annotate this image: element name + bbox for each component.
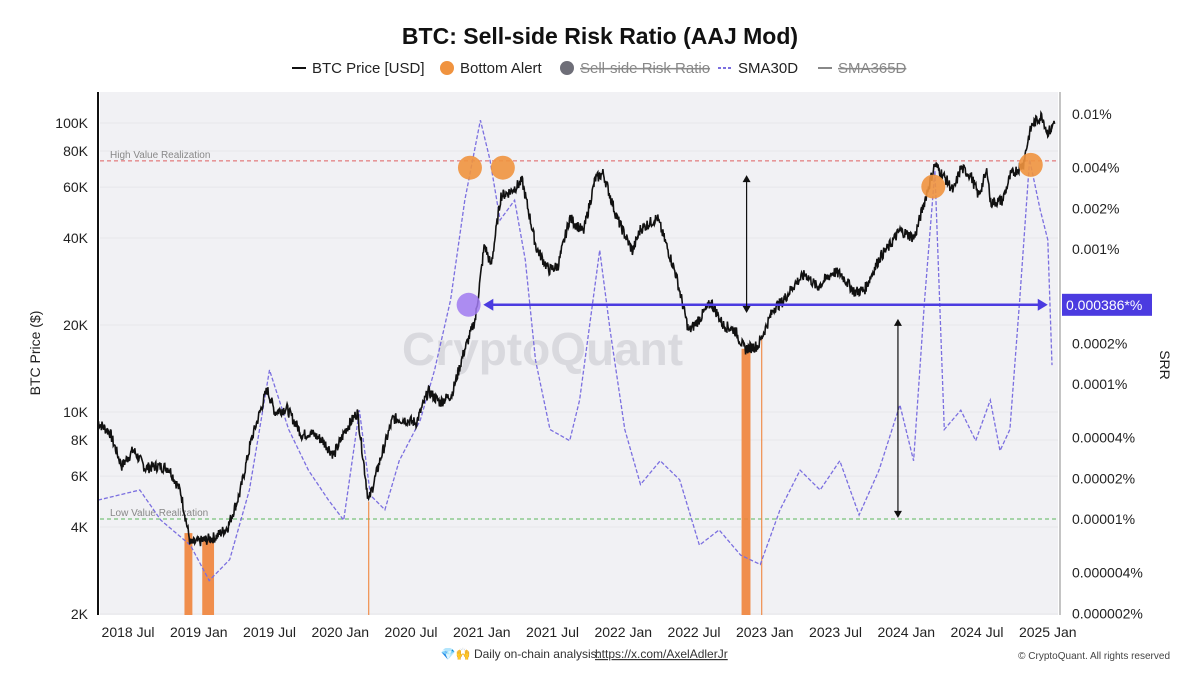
y-right-tick: 0.0001% (1072, 376, 1127, 392)
range-arrow-head (742, 175, 751, 183)
current-level-badge (1062, 293, 1152, 316)
legend-item-label: Sell-side Risk Ratio (580, 60, 710, 77)
y-right-tick: 0.004% (1072, 160, 1119, 176)
bottom-alert-marker (921, 174, 946, 199)
x-tick: 2024 Jan (877, 624, 935, 640)
legend-item-label: Bottom Alert (460, 60, 543, 77)
y-right-tick: 0.002% (1072, 200, 1119, 216)
high-value-label: High Value Realization (110, 150, 210, 161)
x-tick: 2023 Jan (736, 624, 794, 640)
x-tick: 2019 Jul (243, 624, 296, 640)
y-left-tick: 2K (71, 606, 89, 622)
x-tick: 2019 Jan (170, 624, 228, 640)
range-arrow-head (742, 306, 751, 314)
y-left-tick: 60K (63, 179, 89, 195)
bottom-alert-marker (1018, 152, 1043, 177)
low-value-label: Low Value Realization (110, 508, 208, 519)
bottom-alert-bar (741, 348, 751, 615)
legend-marker-circle (440, 61, 454, 75)
y-right-label: SRR (1157, 350, 1173, 380)
bottom-alert-bar (202, 539, 215, 615)
y-left-tick: 100K (55, 115, 88, 131)
y-left-tick: 10K (63, 404, 89, 420)
bottom-alert-marker (457, 155, 482, 180)
y-right-tick: 0.000002% (1072, 605, 1143, 621)
arrow-head-left (483, 298, 494, 311)
footer-emoji: 💎🙌 (441, 647, 471, 661)
x-tick: 2020 Jan (311, 624, 369, 640)
chart-marks: High Value Realization Low Value Realizat… (97, 110, 1152, 615)
current-level-marker (456, 292, 481, 317)
x-tick: 2024 Jul (951, 624, 1004, 640)
footer-text: 💎🙌 Daily on-chain analysis: (441, 647, 600, 661)
x-tick: 2021 Jan (453, 624, 511, 640)
bottom-alert-bar (368, 501, 370, 615)
axes: 100K 80K 60K 40K 20K 10K 8K 6K 4K 2K 0.01% 0.004% 0.… (55, 106, 1143, 640)
y-left-tick: 20K (63, 317, 89, 333)
x-tick: 2018 Jul (102, 624, 155, 640)
bottom-alert-bar (761, 337, 763, 615)
arrow-head-right (1037, 298, 1048, 311)
current-level-label: 0.000386*% (1066, 297, 1142, 313)
y-left-tick: 6K (71, 468, 89, 484)
legend-item-label: BTC Price [USD] (312, 60, 425, 77)
copyright: © CryptoQuant. All rights reserved (1018, 651, 1170, 662)
x-tick: 2023 Jul (809, 624, 862, 640)
legend-marker-circle (560, 61, 574, 75)
y-right-tick: 0.000004% (1072, 565, 1143, 581)
y-right-tick: 0.00001% (1072, 511, 1135, 527)
watermark: CryptoQuant (402, 323, 683, 375)
y-right-tick: 0.0002% (1072, 335, 1127, 351)
footer-link[interactable]: https://x.com/AxelAdlerJr (595, 647, 728, 661)
y-left-tick: 4K (71, 519, 89, 535)
y-right-tick: 0.00004% (1072, 430, 1135, 446)
legend-item-label: SMA365D (838, 60, 907, 77)
y-right-tick: 0.00002% (1072, 470, 1135, 486)
bottom-alert-bar (184, 533, 193, 615)
x-tick: 2020 Jul (385, 624, 438, 640)
y-left-label: BTC Price ($) (27, 311, 43, 396)
legend-item-label: SMA30D (738, 60, 798, 77)
footer-label: Daily on-chain analysis: (474, 647, 600, 661)
y-left-tick: 80K (63, 143, 89, 159)
x-tick: 2022 Jul (668, 624, 721, 640)
sma30d-line (97, 120, 1053, 582)
chart-title: BTC: Sell-side Risk Ratio (AAJ Mod) (402, 23, 798, 49)
x-tick: 2022 Jan (594, 624, 652, 640)
y-right-tick: 0.01% (1072, 106, 1112, 122)
x-tick: 2025 Jan (1019, 624, 1077, 640)
btc-price-line (97, 110, 1056, 547)
y-right-tick: 0.001% (1072, 241, 1119, 257)
y-left-tick: 8K (71, 432, 89, 448)
range-arrow-head (893, 318, 902, 326)
legend: BTC Price [USD] Bottom Alert Sell-side Ris… (292, 60, 907, 77)
range-arrow-head (893, 510, 902, 518)
bottom-alert-marker (490, 155, 515, 180)
y-left-tick: 40K (63, 230, 89, 246)
x-tick: 2021 Jul (526, 624, 579, 640)
